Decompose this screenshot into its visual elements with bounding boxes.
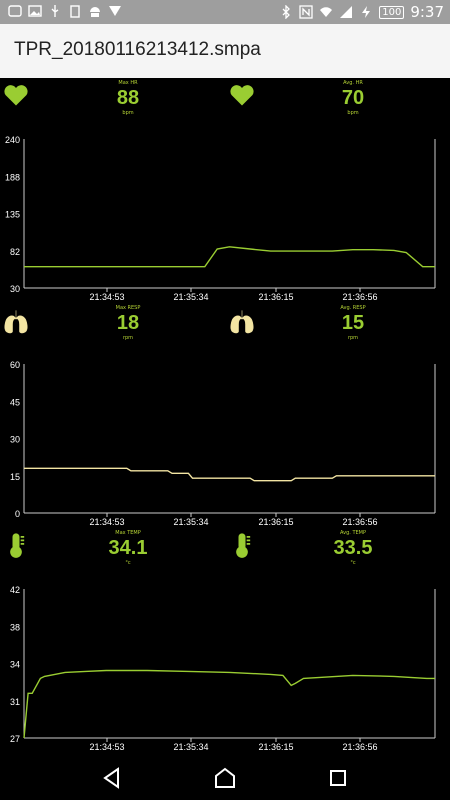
android-icon <box>90 7 100 17</box>
max-resp-stat: Max RESP 18 rpm <box>68 305 188 341</box>
x-tick-label: 21:35:34 <box>173 517 208 527</box>
stat-label: Avg. HR <box>343 80 363 86</box>
bluetooth-icon <box>282 5 291 19</box>
respiration-panel: Max RESP 18 rpm Avg. RESP 15 rpm 60 45 30 1… <box>0 303 450 528</box>
y-tick-label: 38 <box>10 622 20 632</box>
back-icon[interactable] <box>100 766 124 790</box>
stat-value: 70 <box>341 87 365 109</box>
y-tick-label: 31 <box>10 697 20 707</box>
system-icons: 100 9:37 <box>279 3 444 21</box>
stat-label: Avg. TEMP <box>340 530 366 536</box>
stat-value: 15 <box>341 312 365 334</box>
y-tick-label: 188 <box>5 172 20 182</box>
y-tick-label: 240 <box>5 135 20 145</box>
stat-value: 18 <box>116 312 140 334</box>
y-tick-label: 0 <box>15 509 20 519</box>
heart-icon <box>4 85 28 106</box>
nfc-icon <box>299 5 313 19</box>
avg-hr-stat: Avg. HR 70 bpm <box>293 80 413 116</box>
stat-value: 33.5 <box>333 537 373 559</box>
x-tick-label: 21:36:15 <box>258 517 293 527</box>
respiration-chart: 60 45 30 15 0 21:34:53 21:35:34 21:36:15 21:36:5… <box>10 360 436 527</box>
stat-unit: °c <box>350 560 356 566</box>
status-bar: 100 9:37 <box>0 0 450 24</box>
thermometer-icon <box>10 533 25 558</box>
file-title: TPR_20180116213412.smpa <box>14 39 261 60</box>
stat-unit: bpm <box>122 110 134 116</box>
x-tick-label: 21:36:15 <box>258 292 293 302</box>
x-tick-label: 21:36:56 <box>342 517 377 527</box>
lungs-icon <box>230 310 254 334</box>
stat-unit: rpm <box>122 335 134 341</box>
x-tick-label: 21:36:15 <box>258 742 293 752</box>
stat-label: Max TEMP <box>115 530 141 536</box>
x-tick-label: 21:34:53 <box>89 292 124 302</box>
image-icon <box>28 5 42 17</box>
x-tick-label: 21:35:34 <box>173 292 208 302</box>
thermometer-icon <box>236 533 251 558</box>
y-tick-label: 30 <box>10 284 20 294</box>
y-tick-label: 34 <box>10 660 20 670</box>
signal-icon <box>340 6 353 18</box>
clipboard-icon <box>70 5 80 18</box>
stat-label: Avg. RESP <box>340 305 366 311</box>
x-tick-label: 21:34:53 <box>89 517 124 527</box>
lungs-icon <box>4 310 28 334</box>
heart-rate-panel: Max HR 88 bpm Avg. HR 70 bpm 240 188 135 82… <box>0 78 450 303</box>
charging-icon <box>362 6 371 18</box>
stat-unit: °c <box>125 560 131 566</box>
clock: 9:37 <box>410 3 444 21</box>
navigation-bar <box>0 756 450 800</box>
max-temp-stat: Max TEMP 34.1 °c <box>68 530 188 566</box>
y-tick-label: 45 <box>10 397 20 407</box>
x-tick-label: 21:34:53 <box>89 742 124 752</box>
recents-icon[interactable] <box>326 766 350 790</box>
stat-value: 34.1 <box>108 537 148 559</box>
y-tick-label: 82 <box>10 247 20 257</box>
heart-rate-chart: 240 188 135 82 30 21:34:53 21:35:34 21:36:15 21:… <box>5 135 436 302</box>
notification-icons <box>8 4 122 18</box>
max-hr-stat: Max HR 88 bpm <box>68 80 188 116</box>
usb-icon <box>51 5 59 17</box>
y-tick-label: 60 <box>10 360 20 370</box>
y-tick-label: 15 <box>10 472 20 482</box>
stat-unit: rpm <box>347 335 359 341</box>
x-tick-label: 21:35:34 <box>173 742 208 752</box>
home-icon[interactable] <box>213 766 237 790</box>
stat-unit: bpm <box>347 110 359 116</box>
heart-icon <box>230 85 254 106</box>
temperature-panel: Max TEMP 34.1 °c Avg. TEMP 33.5 °c 42 38 3… <box>0 528 450 753</box>
stat-label: Max HR <box>118 80 138 86</box>
y-tick-label: 42 <box>10 585 20 595</box>
download-icon <box>109 6 121 16</box>
app-notification-icon <box>8 5 22 17</box>
avg-resp-stat: Avg. RESP 15 rpm <box>293 305 413 341</box>
x-tick-label: 21:36:56 <box>342 292 377 302</box>
y-tick-label: 30 <box>10 435 20 445</box>
temperature-chart: 42 38 34 31 27 21:34:53 21:35:34 21:36:15 21:36:… <box>10 585 436 752</box>
avg-temp-stat: Avg. TEMP 33.5 °c <box>293 530 413 566</box>
series-line <box>24 246 435 268</box>
app-bar: TPR_20180116213412.smpa <box>0 24 450 78</box>
stat-value: 88 <box>116 87 140 109</box>
x-tick-label: 21:36:56 <box>342 742 377 752</box>
series-line <box>23 669 435 739</box>
y-tick-label: 135 <box>5 210 20 220</box>
y-tick-label: 27 <box>10 734 20 744</box>
battery-indicator: 100 <box>379 5 405 19</box>
series-line <box>24 467 435 482</box>
stat-label: Max RESP <box>115 305 141 311</box>
wifi-icon <box>320 7 333 17</box>
